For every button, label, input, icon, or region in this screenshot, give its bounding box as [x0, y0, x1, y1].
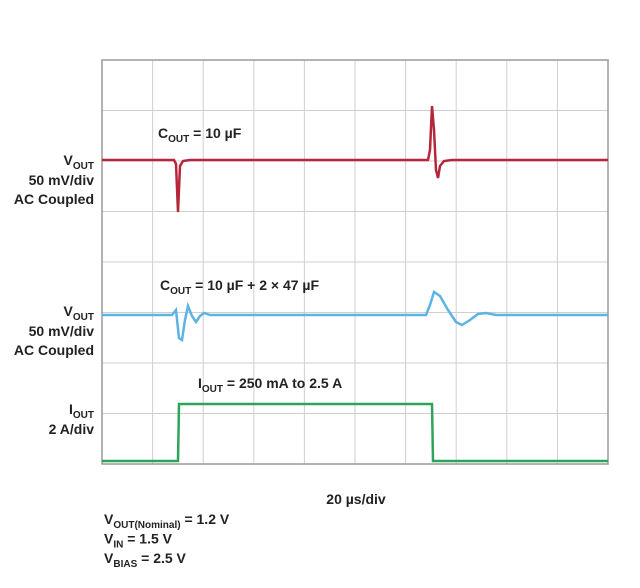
trace-label: IOUT = 250 mA to 2.5 A — [198, 375, 342, 395]
subscript: IN — [113, 540, 123, 551]
rest-text: = 1.2 V — [181, 511, 230, 527]
subscript: BIAS — [113, 559, 137, 570]
condition: VBIAS = 2.5 V — [104, 550, 187, 570]
condition: VOUT(Nominal) = 1.2 V — [104, 511, 230, 531]
main-text: C — [158, 125, 168, 141]
trace-vout-104uf — [102, 290, 608, 343]
subscript: OUT — [73, 410, 94, 421]
main-text: V — [104, 511, 114, 527]
trace-label: COUT = 10 µF — [158, 125, 242, 145]
subscript: OUT — [202, 384, 223, 395]
condition: VIN = 1.5 V — [104, 531, 173, 551]
x-scale: 20 µs/div — [326, 491, 386, 507]
subscript: OUT — [168, 134, 189, 145]
main-text: V — [104, 550, 114, 566]
main-text: V — [104, 531, 114, 547]
scale-name: IOUT — [69, 401, 94, 421]
subscript: OUT — [73, 312, 94, 323]
rest-text: = 10 µF — [189, 125, 241, 141]
scale-line: 50 mV/div — [29, 323, 95, 339]
main-text: I — [69, 401, 73, 417]
scale-line: 2 A/div — [49, 421, 95, 437]
trace-label: COUT = 10 µF + 2 × 47 µF — [160, 277, 319, 297]
main-text: I — [198, 375, 202, 391]
main-text: V — [64, 303, 74, 319]
rest-text: = 1.5 V — [123, 531, 172, 547]
scale-line: AC Coupled — [14, 342, 94, 358]
main-text: V — [64, 152, 74, 168]
rest-text: = 2.5 V — [137, 550, 186, 566]
plot-frame — [101, 59, 609, 465]
rest-text: = 250 mA to 2.5 A — [223, 375, 342, 391]
scale-name: VOUT — [64, 152, 94, 172]
scale-line: AC Coupled — [14, 191, 94, 207]
subscript: OUT — [73, 161, 94, 172]
trace-iout — [102, 402, 608, 463]
main-text: C — [160, 277, 170, 293]
subscript: OUT — [170, 286, 191, 297]
rest-text: = 10 µF + 2 × 47 µF — [191, 277, 319, 293]
subscript: OUT(Nominal) — [113, 520, 180, 531]
scale-name: VOUT — [64, 303, 94, 323]
trace-vout-10uf — [102, 105, 608, 213]
scale-line: 50 mV/div — [29, 172, 95, 188]
